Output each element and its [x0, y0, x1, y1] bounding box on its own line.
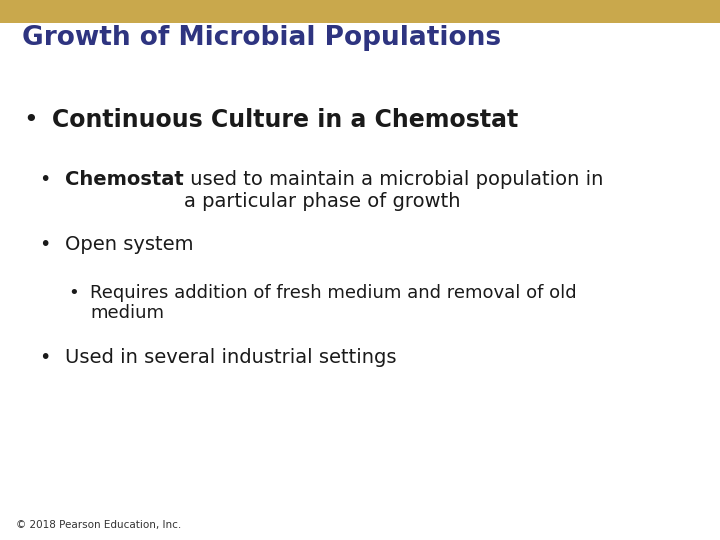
Text: Open system: Open system: [65, 235, 193, 254]
Text: © 2018 Pearson Education, Inc.: © 2018 Pearson Education, Inc.: [16, 520, 181, 530]
Text: •: •: [40, 235, 51, 254]
Text: •: •: [23, 108, 37, 132]
Text: Chemostat: Chemostat: [65, 170, 184, 189]
Bar: [0, 0, 720, 23]
Text: Used in several industrial settings: Used in several industrial settings: [65, 348, 396, 367]
Text: •: •: [68, 284, 79, 301]
Text: Requires addition of fresh medium and removal of old
medium: Requires addition of fresh medium and re…: [90, 284, 577, 322]
Text: •: •: [40, 348, 51, 367]
Text: •: •: [40, 170, 51, 189]
Text: Continuous Culture in a Chemostat: Continuous Culture in a Chemostat: [52, 108, 518, 132]
Text: used to maintain a microbial population in
a particular phase of growth: used to maintain a microbial population …: [184, 170, 603, 211]
Text: Growth of Microbial Populations: Growth of Microbial Populations: [22, 25, 500, 51]
